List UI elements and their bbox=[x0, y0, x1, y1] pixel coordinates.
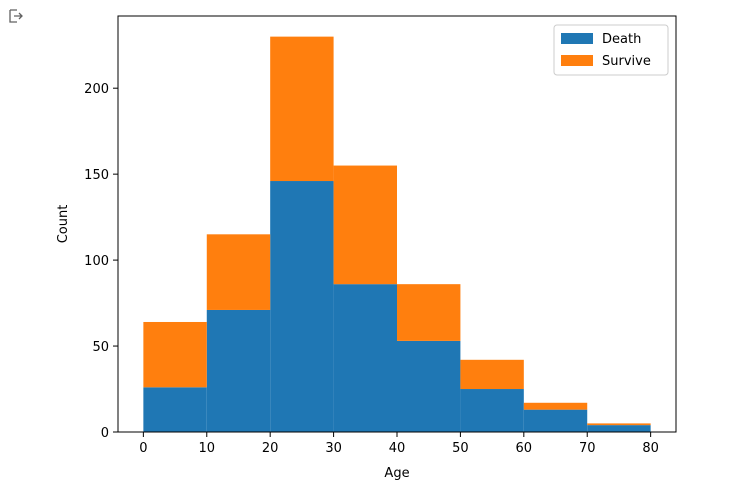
x-tick-label-60: 60 bbox=[516, 441, 533, 456]
y-tick-label-200: 200 bbox=[84, 82, 109, 97]
x-axis-label: Age bbox=[384, 466, 409, 481]
y-axis: 0 50 100 150 200 bbox=[84, 82, 118, 441]
legend-label-survive: Survive bbox=[602, 54, 651, 69]
legend-label-death: Death bbox=[602, 32, 641, 47]
y-tick-label-100: 100 bbox=[84, 254, 109, 269]
bar-death-50-60 bbox=[460, 389, 524, 432]
bar-survive-10-20 bbox=[206, 234, 271, 310]
x-tick-label-50: 50 bbox=[452, 441, 469, 456]
bar-survive-40-50 bbox=[397, 284, 461, 341]
bar-survive-60-70 bbox=[523, 402, 588, 410]
bar-death-60-70 bbox=[523, 409, 588, 432]
x-tick-label-10: 10 bbox=[198, 441, 215, 456]
bar-death-10-20 bbox=[206, 309, 271, 432]
y-tick-label-50: 50 bbox=[92, 340, 109, 355]
y-axis-label: Count bbox=[56, 205, 71, 244]
x-tick-label-0: 0 bbox=[139, 441, 147, 456]
output-redirect-icon bbox=[9, 9, 23, 23]
bar-survive-50-60 bbox=[460, 359, 524, 390]
bar-survive-20-30 bbox=[270, 36, 334, 182]
legend-swatch-survive bbox=[561, 55, 593, 66]
y-tick-label-150: 150 bbox=[84, 168, 109, 183]
bars-group bbox=[143, 36, 651, 432]
x-axis: 0 10 20 30 40 50 60 70 80 bbox=[139, 432, 659, 456]
bar-death-70-80 bbox=[587, 425, 651, 432]
x-tick-label-40: 40 bbox=[389, 441, 406, 456]
bar-death-0-10 bbox=[143, 387, 207, 432]
bar-death-40-50 bbox=[397, 340, 461, 432]
x-tick-label-70: 70 bbox=[579, 441, 596, 456]
x-tick-label-80: 80 bbox=[642, 441, 659, 456]
bar-survive-30-40 bbox=[333, 165, 397, 285]
bar-death-20-30 bbox=[270, 181, 334, 432]
bar-survive-0-10 bbox=[143, 321, 207, 388]
legend-swatch-death bbox=[561, 33, 593, 44]
x-tick-label-20: 20 bbox=[262, 441, 279, 456]
x-tick-label-30: 30 bbox=[325, 441, 342, 456]
legend: Death Survive bbox=[553, 24, 669, 76]
y-tick-label-0: 0 bbox=[101, 426, 109, 441]
bar-survive-70-80 bbox=[587, 423, 651, 426]
bar-death-30-40 bbox=[333, 284, 397, 432]
